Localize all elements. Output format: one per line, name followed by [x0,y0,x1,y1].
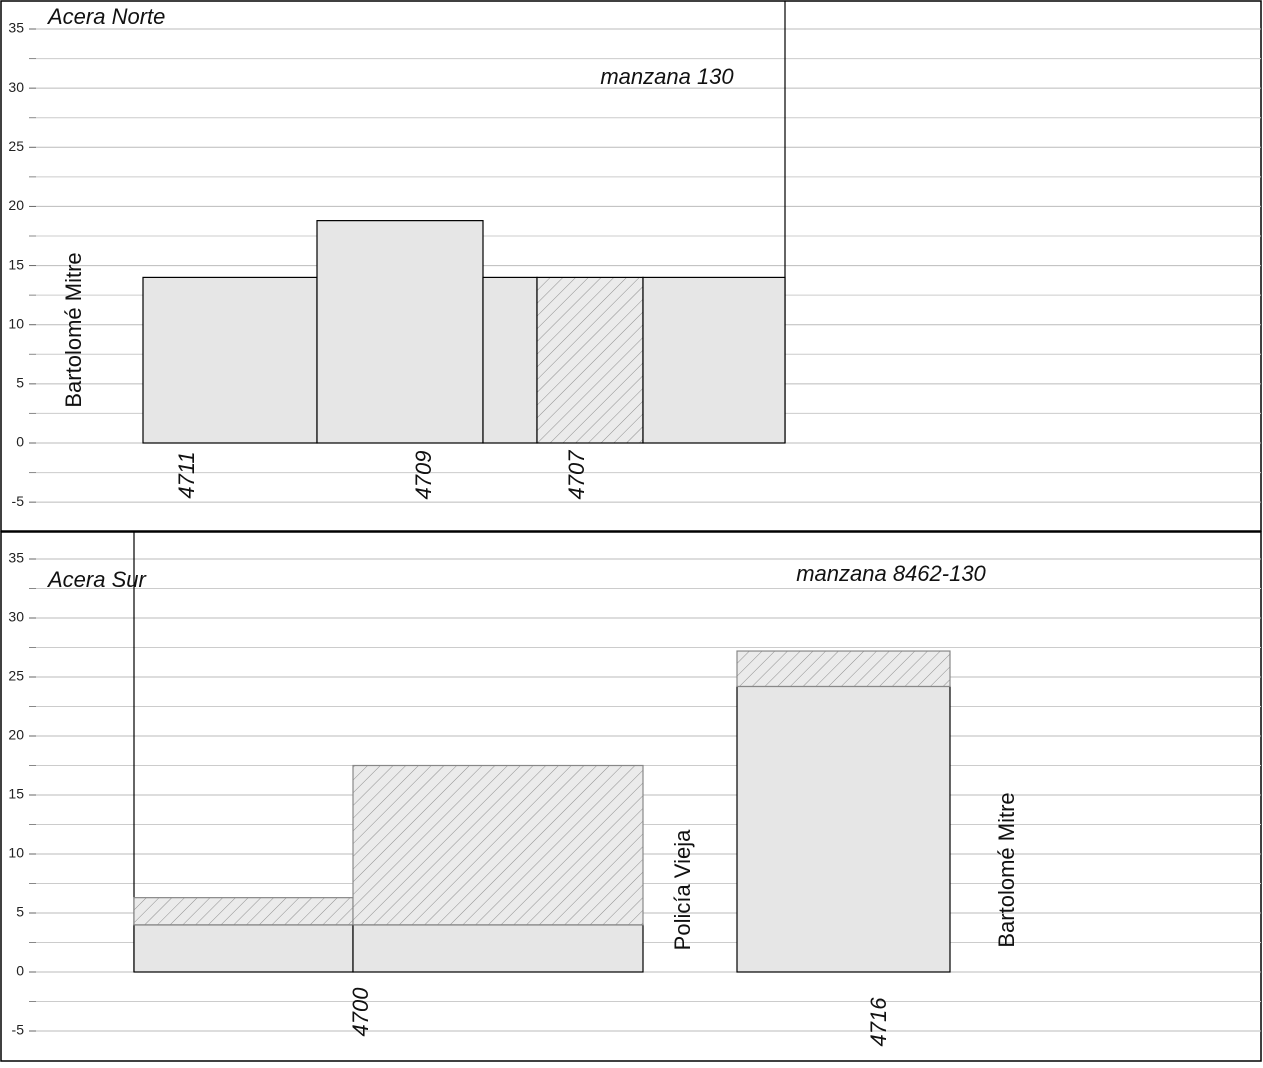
lot-label: 4700 [348,987,373,1037]
y-tick-label: 0 [16,434,24,450]
y-tick-label: 10 [8,845,24,861]
y-tick-label: 15 [8,786,24,802]
y-tick-label: 5 [16,375,24,391]
y-tick-label: 0 [16,963,24,979]
street-label: Policía Vieja [670,829,695,950]
y-tick-label: 10 [8,315,24,331]
y-tick-label: -5 [12,493,25,509]
y-tick-label: 30 [8,79,24,95]
block-label: manzana 8462-130 [796,561,986,586]
y-tick-label: 35 [8,20,24,36]
building-level [352,924,644,973]
y-tick-label: 25 [8,668,24,684]
y-tick-label: 30 [8,609,24,625]
street-label: Bartolomé Mitre [61,252,86,407]
y-tick-label: 25 [8,138,24,154]
y-tick-label: 20 [8,197,24,213]
building-level [316,220,484,444]
y-tick-label: -5 [12,1022,25,1038]
building-level [642,276,786,444]
y-tick-label: 20 [8,727,24,743]
y-tick-label: 15 [8,256,24,272]
projected-level [536,276,644,444]
lot-label: 4716 [866,997,891,1047]
street-label: Bartolomé Mitre [994,792,1019,947]
y-tick-label: 35 [8,550,24,566]
building-level [736,685,951,973]
lot-label: 4707 [564,450,589,500]
sidewalk-title: Acera Norte [46,4,165,29]
projected-level [133,897,354,926]
sidewalk-title: Acera Sur [46,567,147,592]
building-level [142,276,318,444]
panel-frame [0,531,1262,1062]
block-label: manzana 130 [600,64,734,89]
projected-level [352,764,644,926]
building-level [133,924,354,973]
building-level [482,276,538,444]
y-tick-label: 5 [16,904,24,920]
projected-level [736,650,951,688]
lot-label: 4709 [411,451,436,500]
lot-label: 4711 [174,451,199,498]
